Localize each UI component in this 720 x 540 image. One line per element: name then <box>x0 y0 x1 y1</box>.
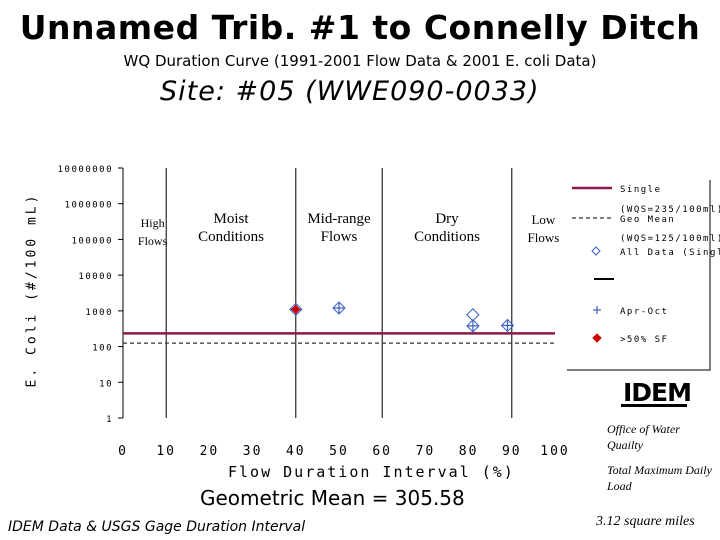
zone-label: High Flows <box>138 216 168 248</box>
office-label: Office of Water Quailty <box>607 422 680 452</box>
zone-labels: High Flows Moist Conditions Mid-range Flows Dr… <box>138 211 559 248</box>
x-tick-label: 80 <box>459 444 479 459</box>
x-tick-label: 50 <box>329 444 349 459</box>
x-axis-label: Flow Duration Interval (%) <box>228 463 515 481</box>
logo-underline <box>621 404 687 407</box>
reference-lines <box>123 332 555 344</box>
zone-label-line1: Mid-range <box>307 211 371 227</box>
y-tick-label: 1000 <box>85 308 113 318</box>
data-points <box>289 301 515 333</box>
chart-subtitle: WQ Duration Curve (1991-2001 Flow Data &… <box>123 52 597 70</box>
y-tick-label: 100000 <box>71 236 113 246</box>
x-tick-label: 60 <box>372 444 392 459</box>
x-tick-label: 90 <box>502 444 522 459</box>
zone-label-line2: Flows <box>528 230 560 245</box>
data-source-label: IDEM Data & USGS Gage Duration Interval <box>8 519 306 535</box>
legend-label: All Data (Single) <box>620 248 720 258</box>
zone-label: Mid-range Flows <box>307 211 371 245</box>
apr-oct-point <box>466 319 479 332</box>
chart-title: Unnamed Trib. #1 to Connelly Ditch <box>19 8 701 47</box>
legend-label: Apr-Oct <box>620 307 668 317</box>
x-tick-label: 20 <box>200 444 220 459</box>
zone-label-line2: Conditions <box>198 229 264 245</box>
x-tick-label: 40 <box>286 444 306 459</box>
zone-label-line2: Conditions <box>414 229 480 245</box>
zone-label-line2: Flows <box>138 234 168 248</box>
y-tick-label: 10000000 <box>58 165 113 175</box>
apr-oct-point <box>501 319 514 332</box>
zone-label-line1: Moist <box>213 211 249 227</box>
idem-logo: IDEM <box>619 378 692 408</box>
x-tick-label: 0 <box>118 444 128 459</box>
zone-label: Dry Conditions <box>414 211 480 245</box>
site-label: Site: #05 (WWE090-0033) <box>160 76 540 107</box>
zone-label: Low Flows <box>528 212 560 245</box>
legend-border <box>567 180 711 371</box>
y-tick-label: 100 <box>92 344 113 354</box>
legend: Single (WQS=235/100ml)Geo Mean (WQS=125/10… <box>567 180 720 371</box>
all-data-point <box>466 308 480 322</box>
y-tick-label: 1 <box>106 415 113 425</box>
y-tick-label: 1000000 <box>65 201 113 211</box>
tmdl-label: Total Maximum Daily Load <box>607 463 712 493</box>
logo-text: IDEM <box>623 378 692 407</box>
drainage-area-label: 3.12 square miles <box>596 514 695 529</box>
legend-label: >50% SF <box>620 335 668 345</box>
legend-swatch-all-data <box>591 246 601 256</box>
x-tick-label: 70 <box>416 444 436 459</box>
y-tick-label: 10000 <box>78 272 113 282</box>
zone-label-line2: Flows <box>321 229 358 245</box>
zone-boundaries <box>165 168 513 418</box>
legend-label: (WQS=235/100ml) <box>620 205 720 215</box>
apr-oct-point <box>333 302 345 315</box>
x-tick-label: 10 <box>156 444 176 459</box>
zone-label-line1: Dry <box>435 211 459 227</box>
legend-swatch-exceedance <box>592 333 602 343</box>
x-tick-label: 30 <box>243 444 263 459</box>
y-tick-label: 10 <box>99 379 113 389</box>
legend-label: Single <box>620 185 662 195</box>
legend-label: Geo Mean <box>620 215 675 225</box>
legend-label: (WQS=125/100ml) <box>620 234 720 244</box>
geometric-mean-label: Geometric Mean = 305.58 <box>200 486 465 510</box>
legend-swatch-apr-oct <box>593 306 601 314</box>
x-tick-label: 100 <box>540 444 569 459</box>
zone-label-line1: Low <box>531 212 555 227</box>
exceedance-point <box>291 304 301 315</box>
zone-label: Moist Conditions <box>198 211 264 245</box>
zone-label-line1: High <box>141 216 165 230</box>
